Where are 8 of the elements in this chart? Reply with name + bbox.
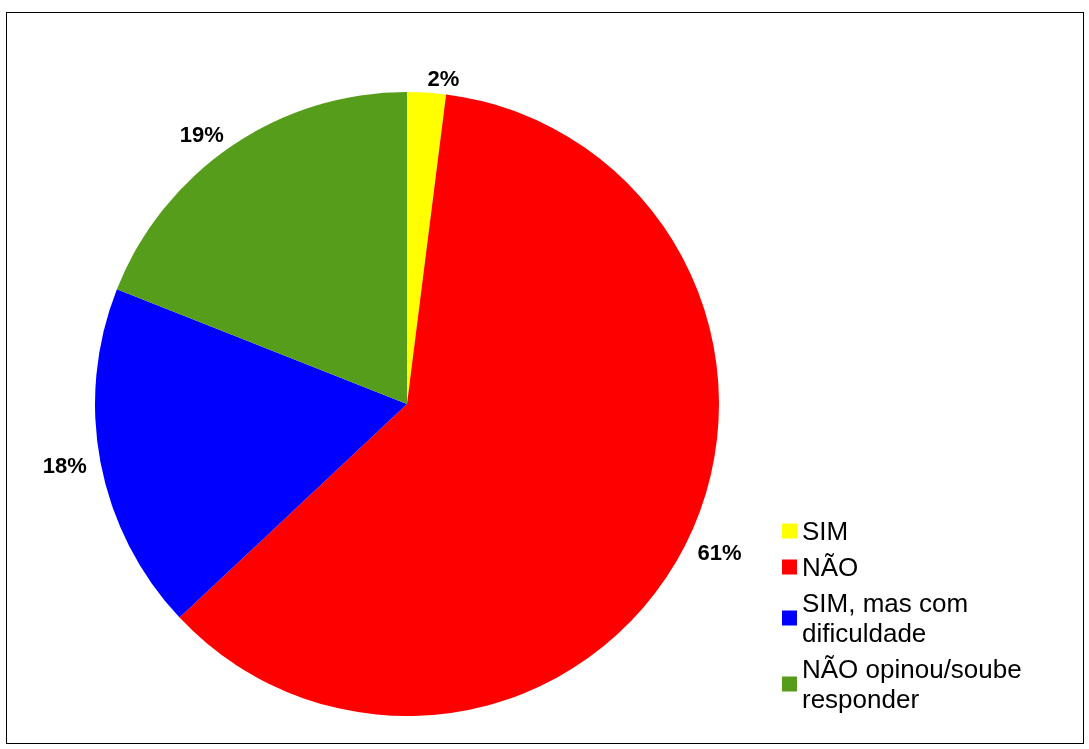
data-label: 19% bbox=[179, 121, 224, 147]
data-label: 61% bbox=[697, 539, 742, 565]
legend-label: SIM, mas com dificuldade bbox=[802, 588, 976, 648]
legend-label: NÃO opinou/soube responder bbox=[802, 654, 1029, 714]
legend-label: SIM bbox=[802, 516, 849, 546]
data-label: 2% bbox=[427, 66, 460, 92]
legend-label: NÃO bbox=[802, 552, 859, 582]
data-label: 18% bbox=[42, 452, 87, 478]
